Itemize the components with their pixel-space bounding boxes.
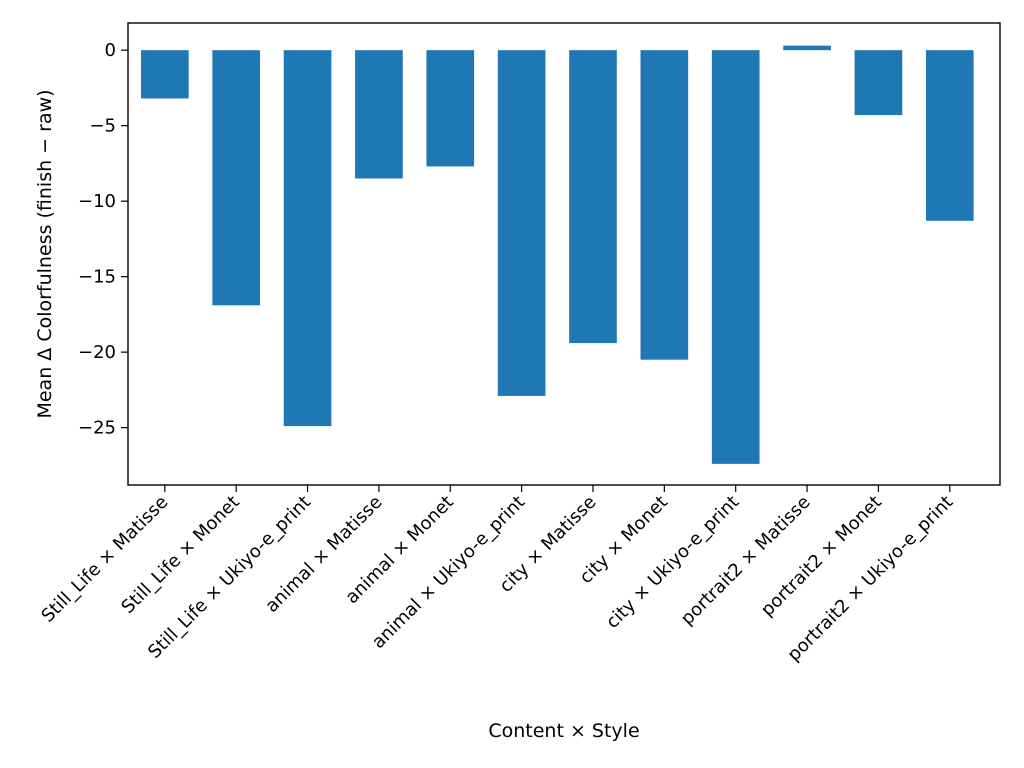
y-tick-label: −20 <box>78 342 116 363</box>
x-tick-label: Still_Life × Monet <box>117 492 243 618</box>
y-tick-label: −25 <box>78 418 116 439</box>
y-axis-label: Mean Δ Colorfulness (finish − raw) <box>34 89 56 418</box>
x-tick-label: animal × Matisse <box>261 492 386 617</box>
plot-frame <box>127 22 1001 486</box>
bar <box>355 50 403 179</box>
bar <box>783 45 831 51</box>
bar <box>283 50 332 427</box>
bar <box>854 50 903 116</box>
y-tick-label: −5 <box>89 116 116 137</box>
x-tick-label: portrait2 × Monet <box>757 492 886 621</box>
x-axis-label: Content × Style <box>488 720 639 742</box>
x-tick-label: city × Ukiyo-e_print <box>602 492 743 633</box>
bar <box>711 50 760 464</box>
bars-group <box>140 45 974 464</box>
y-tick-label: −15 <box>78 267 116 288</box>
bar <box>640 50 689 360</box>
x-tick-label: portrait2 × Matisse <box>677 492 815 630</box>
bar <box>140 50 189 99</box>
bar <box>212 50 261 306</box>
bar <box>925 50 974 221</box>
y-ticks-group: 0 −5 −10 −15 −20 −25 <box>78 40 128 439</box>
bar <box>497 50 546 396</box>
bar <box>426 50 475 167</box>
y-tick-label: 0 <box>105 40 116 61</box>
x-tick-label: Still_Life × Matisse <box>37 492 172 627</box>
y-tick-label: −10 <box>78 191 116 212</box>
bar <box>569 50 617 344</box>
